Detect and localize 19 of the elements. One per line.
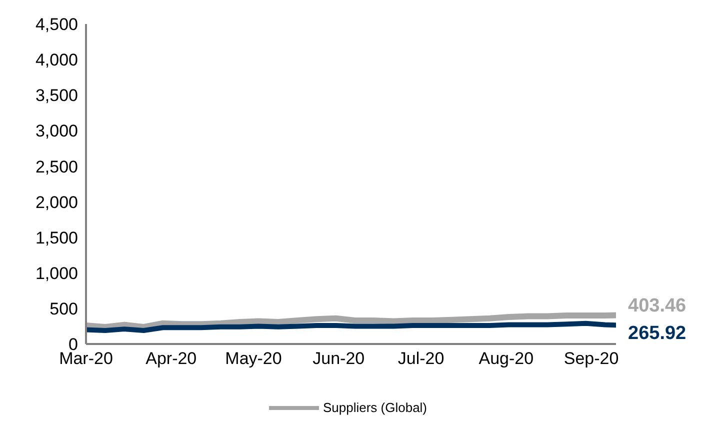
data-label: 265.92	[628, 323, 686, 344]
data-label: 403.46	[628, 295, 686, 316]
y-tick-label: 1,000	[35, 264, 78, 283]
x-tick-label: Sep-20	[564, 349, 619, 368]
x-tick-label: Mar-20	[59, 349, 113, 368]
x-tick-label: Aug-20	[478, 349, 534, 368]
y-tick-label: 500	[50, 299, 78, 318]
x-tick-label: Jul-20	[398, 349, 444, 368]
y-tick-label: 4,500	[35, 15, 78, 34]
y-tick-label: 1,500	[35, 228, 78, 248]
legend-label: Suppliers (Global)	[322, 400, 428, 415]
x-tick-label: May-20	[225, 349, 282, 368]
y-tick-label: 2,500	[35, 157, 78, 176]
y-tick-label: 4,000	[35, 50, 78, 70]
x-tick-label: Jun-20	[312, 349, 365, 368]
y-tick-label: 2,000	[35, 192, 78, 212]
y-tick-label: 3,500	[35, 86, 78, 106]
y-tick-label: 3,000	[35, 122, 78, 141]
x-tick-label: Apr-20	[146, 349, 197, 368]
